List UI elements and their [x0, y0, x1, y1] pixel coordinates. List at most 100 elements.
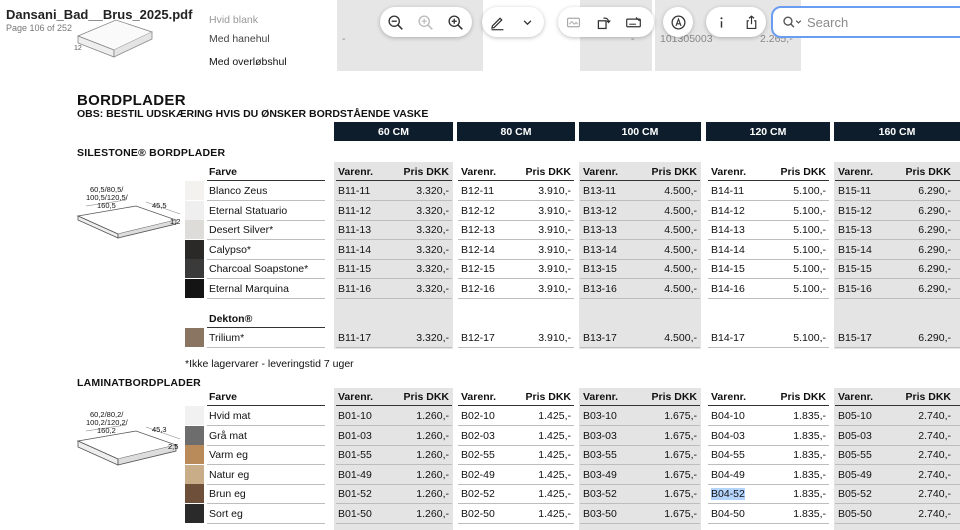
- item-code: B02-03: [461, 429, 495, 442]
- actual-size-icon[interactable]: [410, 7, 440, 37]
- row-rule: [207, 239, 325, 241]
- item-code: B05-03: [838, 429, 872, 442]
- shaded-column: [579, 388, 701, 530]
- item-code: B13-12: [583, 204, 617, 217]
- annotation-rect-icon[interactable]: [558, 7, 588, 37]
- item-code: B15-16: [838, 283, 872, 295]
- rotate-icon[interactable]: [588, 7, 618, 37]
- item-price: 6.290,-: [918, 204, 951, 217]
- row-rule: [835, 523, 960, 524]
- row-rule: [835, 347, 960, 348]
- zoom-out-icon[interactable]: [380, 7, 410, 37]
- item-price: 3.910,-: [538, 243, 571, 256]
- chevron-down-icon[interactable]: [512, 7, 542, 37]
- header-rule: [458, 180, 574, 181]
- item-price: 5.100,-: [793, 283, 826, 295]
- item-code: B05-49: [838, 468, 872, 481]
- item-code: B14-11: [711, 185, 745, 197]
- color-swatch: [185, 504, 204, 523]
- item-code: B04-50: [711, 508, 745, 520]
- laminat-title: LAMINATBORDPLADER: [77, 377, 201, 389]
- row-rule: [708, 464, 829, 466]
- row-rule: [708, 219, 829, 221]
- item-price: 1.425,-: [538, 410, 571, 422]
- section-subheading: OBS: BESTIL UDSKÆRING HVIS DU ØNSKER BOR…: [77, 108, 429, 120]
- partial-row-label: Med overløbshul: [209, 56, 287, 68]
- row-rule: [458, 464, 574, 466]
- markup-pen-icon[interactable]: [482, 7, 512, 37]
- row-rule: [835, 278, 960, 280]
- color-name: Grå mat: [209, 429, 247, 442]
- page-indicator: Page 106 of 252: [6, 23, 73, 33]
- share-icon[interactable]: [736, 7, 766, 37]
- dim-label: 100,2/120,2/: [86, 418, 128, 427]
- item-code: B03-52: [583, 488, 617, 501]
- item-price: 1.675,-: [664, 508, 697, 520]
- circle-a-icon[interactable]: [663, 7, 693, 37]
- row-rule: [207, 464, 325, 466]
- item-code: B13-17: [583, 332, 617, 344]
- header-rule: [708, 180, 829, 181]
- varenr-header: Varenr.: [838, 391, 874, 403]
- color-name: Calypso*: [209, 243, 252, 256]
- item-price: 5.100,-: [793, 243, 826, 256]
- color-swatch: [185, 406, 204, 425]
- partial-cell: -: [342, 33, 346, 45]
- item-code: B12-12: [461, 204, 495, 217]
- size-header: 100 CM: [579, 122, 701, 141]
- search-box[interactable]: [771, 6, 960, 38]
- item-code: B05-52: [838, 488, 872, 501]
- color-swatch: [185, 445, 204, 465]
- item-code: B11-17: [338, 332, 372, 344]
- row-rule: [336, 258, 452, 260]
- item-code: B11-12: [338, 204, 372, 217]
- dim-label: 160,2: [97, 426, 116, 435]
- item-code: B12-17: [461, 332, 495, 344]
- row-rule: [336, 503, 452, 505]
- row-rule: [835, 200, 960, 201]
- row-rule: [336, 347, 452, 348]
- item-price: 2.740,-: [918, 429, 951, 442]
- size-header: 60 CM: [334, 122, 453, 141]
- color-name: Desert Silver*: [209, 224, 274, 237]
- zoom-in-icon[interactable]: [440, 7, 470, 37]
- item-code: B01-50: [338, 508, 372, 520]
- info-share-group: [706, 7, 766, 37]
- item-price: 1.835,-: [793, 429, 826, 442]
- dekton-title: Dekton®: [209, 313, 253, 325]
- item-price: 3.910,-: [538, 204, 571, 217]
- signature-icon[interactable]: [618, 7, 648, 37]
- row-rule: [458, 278, 574, 280]
- item-code: B14-13: [711, 224, 745, 237]
- item-price: 2.740,-: [918, 449, 951, 462]
- item-price: 1.835,-: [793, 488, 826, 501]
- row-rule: [207, 278, 325, 280]
- item-price: 1.425,-: [538, 468, 571, 481]
- header-rule: [207, 405, 325, 406]
- row-rule: [336, 464, 452, 466]
- item-price: 3.320,-: [416, 332, 449, 344]
- row-rule: [835, 444, 960, 446]
- varenr-header: Varenr.: [583, 391, 619, 403]
- row-rule: [336, 200, 452, 201]
- item-code: B05-55: [838, 449, 872, 462]
- item-code: B03-50: [583, 508, 617, 520]
- pris-header: Pris DKK: [780, 391, 826, 403]
- shaded-column: [334, 162, 453, 349]
- item-price: 4.500,-: [664, 185, 697, 197]
- item-code: B12-15: [461, 263, 495, 276]
- info-icon[interactable]: [706, 7, 736, 37]
- color-name: Natur eg: [209, 468, 250, 481]
- item-code: B11-15: [338, 263, 372, 276]
- row-rule: [336, 298, 452, 299]
- search-input[interactable]: [807, 14, 947, 30]
- item-price: 5.100,-: [793, 185, 826, 197]
- item-code: B12-14: [461, 243, 495, 256]
- item-price: 3.320,-: [416, 224, 449, 237]
- pris-header: Pris DKK: [780, 166, 826, 178]
- row-rule: [458, 347, 574, 348]
- row-rule: [580, 503, 700, 505]
- pris-header: Pris DKK: [905, 166, 951, 178]
- varenr-header: Varenr.: [338, 166, 374, 178]
- item-code: B14-15: [711, 263, 745, 276]
